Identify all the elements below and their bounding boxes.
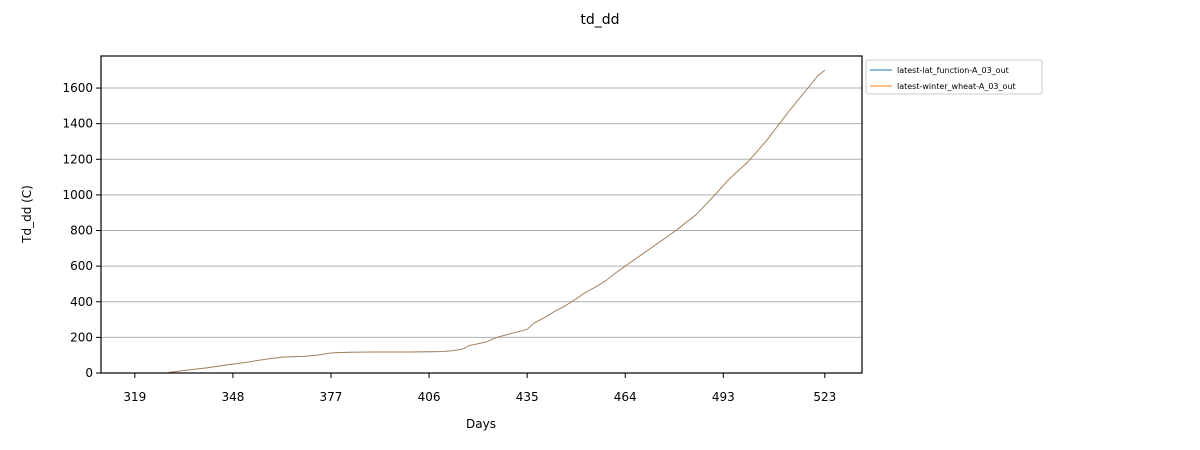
y-tick-label: 600 [70,259,93,273]
legend-label: latest-lat_function-A_03_out [897,66,1009,75]
y-tick-label: 1600 [62,81,93,95]
series-line-1 [168,69,826,373]
x-axis-label: Days [466,417,496,431]
x-tick-label: 377 [320,390,343,404]
y-tick-label: 800 [70,224,93,238]
series-line-2 [168,69,826,373]
legend-label: latest-winter_wheat-A_03_out [897,82,1016,91]
y-tick-label: 1200 [62,152,93,166]
x-tick-label: 435 [516,390,539,404]
x-tick-label: 523 [813,390,836,404]
x-tick-label: 319 [123,390,146,404]
legend-box [865,59,1043,95]
x-tick-label: 493 [712,390,735,404]
y-tick-label: 0 [85,366,93,380]
y-tick-label: 400 [70,295,93,309]
chart-title: td_dd [580,12,619,28]
y-tick-label: 1000 [62,188,93,202]
series-lines [168,69,826,373]
legend: latest-lat_function-A_03_out latest-winte… [865,59,1043,95]
plot-frame [100,55,863,374]
y-tick-label: 200 [70,330,93,344]
x-tick-label: 348 [221,390,244,404]
x-axis: 319 348 377 406 435 464 493 523 [123,373,836,404]
y-axis: 0 200 400 600 800 1000 1200 1400 1600 [62,81,101,380]
y-tick-label: 1400 [62,117,93,131]
x-tick-label: 464 [614,390,637,404]
x-tick-label: 406 [418,390,441,404]
y-axis-label: Td_dd (C) [20,185,34,244]
gridlines [101,87,862,374]
